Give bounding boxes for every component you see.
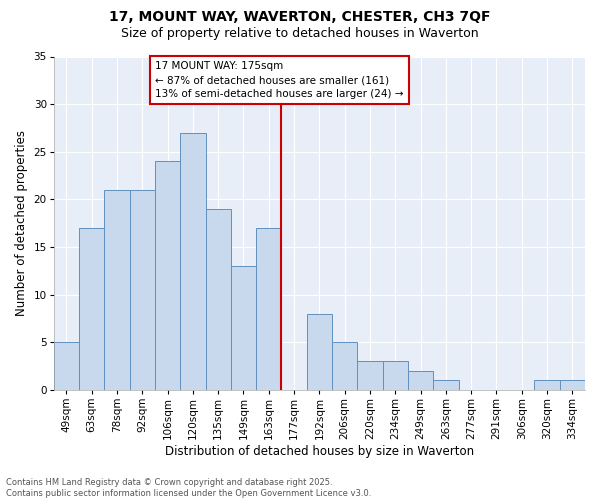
Bar <box>383 362 408 390</box>
Bar <box>408 371 433 390</box>
Text: 17 MOUNT WAY: 175sqm
← 87% of detached houses are smaller (161)
13% of semi-deta: 17 MOUNT WAY: 175sqm ← 87% of detached h… <box>155 62 403 100</box>
Bar <box>332 342 358 390</box>
Bar <box>180 132 206 390</box>
Bar <box>560 380 585 390</box>
Text: 17, MOUNT WAY, WAVERTON, CHESTER, CH3 7QF: 17, MOUNT WAY, WAVERTON, CHESTER, CH3 7Q… <box>109 10 491 24</box>
X-axis label: Distribution of detached houses by size in Waverton: Distribution of detached houses by size … <box>165 444 474 458</box>
Bar <box>231 266 256 390</box>
Text: Size of property relative to detached houses in Waverton: Size of property relative to detached ho… <box>121 28 479 40</box>
Y-axis label: Number of detached properties: Number of detached properties <box>15 130 28 316</box>
Bar <box>358 362 383 390</box>
Bar <box>206 209 231 390</box>
Bar <box>256 228 281 390</box>
Text: Contains HM Land Registry data © Crown copyright and database right 2025.
Contai: Contains HM Land Registry data © Crown c… <box>6 478 371 498</box>
Bar <box>433 380 458 390</box>
Bar <box>130 190 155 390</box>
Bar <box>79 228 104 390</box>
Bar <box>307 314 332 390</box>
Bar <box>104 190 130 390</box>
Bar <box>155 162 180 390</box>
Bar <box>535 380 560 390</box>
Bar <box>54 342 79 390</box>
